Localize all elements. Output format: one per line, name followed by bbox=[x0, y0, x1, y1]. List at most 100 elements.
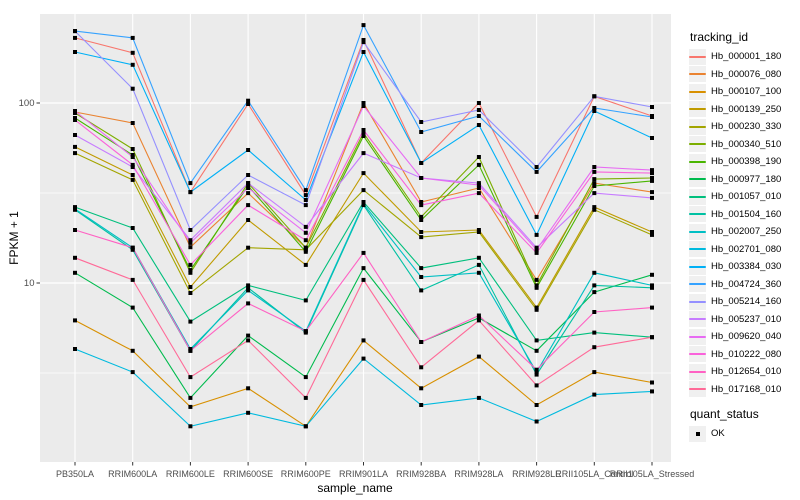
data-point bbox=[650, 168, 654, 173]
data-point bbox=[361, 134, 366, 138]
ok-point-marker-icon bbox=[695, 431, 700, 436]
data-point bbox=[361, 23, 366, 28]
data-point bbox=[476, 230, 481, 234]
legend-item: Hb_001504_160 bbox=[689, 206, 800, 224]
data-point bbox=[534, 285, 539, 290]
legend-item: Hb_000398_190 bbox=[689, 153, 800, 171]
data-point bbox=[361, 40, 366, 45]
data-point bbox=[188, 404, 193, 409]
data-point bbox=[534, 370, 539, 375]
data-point bbox=[650, 195, 654, 200]
y-axis-ticks bbox=[36, 102, 40, 284]
data-point bbox=[419, 230, 424, 234]
data-point bbox=[188, 348, 193, 353]
data-point bbox=[246, 301, 251, 306]
x-tick-labels: PB350LA RRIM600LA RRIM600LE RRIM600SE RRIM60… bbox=[56, 469, 694, 479]
data-point bbox=[73, 347, 77, 351]
data-point bbox=[650, 305, 654, 310]
x-tick-label: RRII105LA_Stressed bbox=[610, 469, 695, 479]
data-point bbox=[188, 245, 193, 250]
data-point bbox=[130, 35, 135, 40]
data-point bbox=[476, 162, 481, 167]
legend-key bbox=[689, 66, 706, 83]
legend-item: Hb_000107_100 bbox=[689, 83, 800, 101]
legend-item-label: Hb_002701_080 bbox=[711, 243, 782, 255]
data-point bbox=[476, 313, 481, 318]
legend-item-label: Hb_003384_030 bbox=[711, 261, 782, 273]
data-point bbox=[419, 340, 424, 344]
data-point bbox=[361, 101, 366, 105]
data-point bbox=[73, 206, 77, 211]
data-point bbox=[534, 383, 539, 388]
data-point bbox=[592, 191, 597, 196]
data-point bbox=[361, 50, 366, 54]
data-point bbox=[534, 277, 539, 282]
data-point bbox=[188, 319, 193, 324]
data-point bbox=[476, 354, 481, 359]
data-point bbox=[246, 203, 251, 208]
data-point bbox=[303, 262, 308, 267]
data-point bbox=[130, 50, 135, 55]
data-point bbox=[188, 270, 193, 275]
data-point bbox=[246, 186, 251, 190]
data-point bbox=[188, 238, 193, 243]
data-point bbox=[246, 288, 251, 293]
data-point bbox=[246, 218, 251, 222]
data-point bbox=[303, 249, 308, 254]
data-point bbox=[73, 50, 77, 54]
data-point bbox=[419, 288, 424, 293]
legend-key bbox=[689, 223, 706, 240]
data-point bbox=[188, 424, 193, 429]
y-minor-gridlines bbox=[40, 192, 671, 374]
legend-item-label: Hb_000340_510 bbox=[711, 138, 782, 150]
legend-key bbox=[689, 188, 706, 205]
legend-item-label: Hb_009620_040 bbox=[711, 331, 782, 343]
data-point bbox=[592, 330, 597, 335]
legend-key bbox=[689, 101, 706, 118]
data-point bbox=[592, 109, 597, 113]
data-point bbox=[650, 232, 654, 237]
data-point bbox=[592, 106, 597, 110]
legend-key bbox=[689, 328, 706, 345]
data-point bbox=[534, 372, 539, 377]
data-point bbox=[476, 186, 481, 190]
data-point bbox=[73, 133, 77, 137]
data-point bbox=[188, 291, 193, 295]
x-tick-label: RRIM600LE bbox=[166, 469, 215, 479]
data-point bbox=[188, 395, 193, 400]
legend-key bbox=[689, 153, 706, 170]
legend-key-line-icon bbox=[689, 143, 706, 146]
data-point bbox=[534, 245, 539, 250]
data-point bbox=[246, 102, 251, 106]
data-point bbox=[73, 144, 77, 149]
data-point bbox=[130, 245, 135, 250]
x-tick-label: RRIM928LA bbox=[454, 469, 503, 479]
data-point bbox=[419, 235, 424, 240]
data-point bbox=[303, 193, 308, 198]
x-tick-label: PB350LA bbox=[56, 469, 94, 479]
legend-item-ok: OK bbox=[689, 425, 800, 443]
data-point bbox=[534, 165, 539, 169]
data-point bbox=[303, 395, 308, 400]
data-point bbox=[73, 118, 77, 122]
data-point bbox=[130, 226, 135, 230]
data-point bbox=[534, 419, 539, 424]
data-point bbox=[534, 305, 539, 310]
data-point bbox=[534, 367, 539, 372]
data-point bbox=[130, 247, 135, 252]
data-point bbox=[361, 171, 366, 176]
data-point bbox=[130, 305, 135, 310]
legend-tracking-entries: Hb_000001_180 Hb_000076_080 Hb_000107_100 H… bbox=[689, 48, 800, 398]
data-point bbox=[592, 283, 597, 288]
legend-key-line-icon bbox=[689, 195, 706, 198]
data-point bbox=[361, 338, 366, 343]
legend-item: Hb_017168_010 bbox=[689, 381, 800, 399]
legend-key-ok bbox=[689, 425, 706, 442]
legend-item-label: Hb_001504_160 bbox=[711, 208, 782, 220]
legend-key bbox=[689, 346, 706, 363]
data-point bbox=[73, 109, 77, 113]
data-point bbox=[130, 173, 135, 177]
legend-key bbox=[689, 206, 706, 223]
legend-item-label: OK bbox=[711, 428, 725, 440]
